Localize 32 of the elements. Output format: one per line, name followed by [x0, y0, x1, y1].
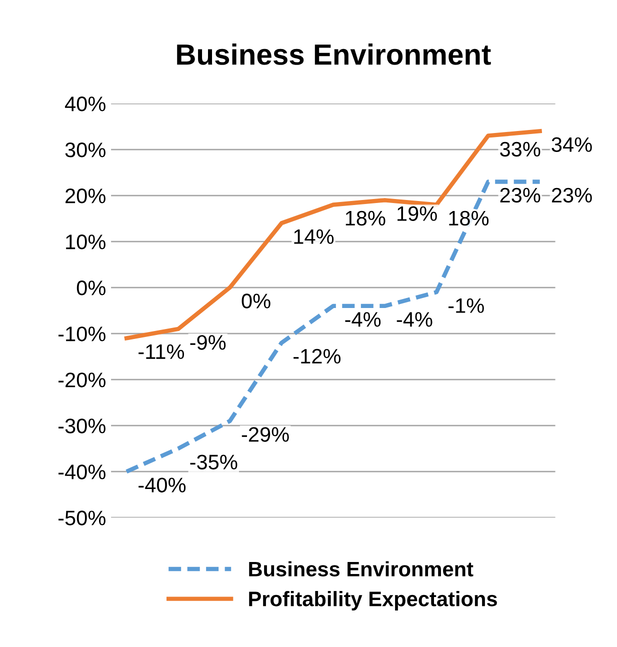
- data-label: -29%: [242, 427, 289, 442]
- data-label: 18%: [346, 210, 386, 226]
- y-tick-label: -40%: [58, 464, 106, 480]
- data-label: 23%: [552, 188, 592, 203]
- data-label: 34%: [552, 137, 592, 152]
- data-label: -35%: [190, 454, 238, 470]
- data-label: -12%: [294, 348, 341, 364]
- data-label: -4%: [345, 312, 381, 327]
- legend-label: Profitability Expectations: [249, 591, 497, 610]
- data-label: -11%: [138, 344, 184, 359]
- y-tick-label: 30%: [65, 142, 106, 158]
- y-tick-label: 20%: [66, 188, 106, 204]
- data-label: -4%: [396, 312, 432, 327]
- legend-label: Business Environment: [249, 561, 474, 576]
- data-label: 14%: [294, 229, 334, 244]
- y-tick-label: 0%: [76, 280, 106, 296]
- y-tick-label: -50%: [58, 510, 106, 526]
- data-label: -1%: [448, 298, 484, 313]
- data-label: 0%: [242, 294, 270, 308]
- y-tick-label: 40%: [64, 96, 106, 112]
- y-tick-label: -20%: [58, 372, 106, 388]
- data-label: 33%: [500, 142, 540, 157]
- data-label: 18%: [449, 210, 489, 226]
- y-tick-label: 10%: [66, 234, 106, 250]
- data-label: 23%: [500, 188, 540, 203]
- chart-title: Business Environment: [177, 43, 491, 65]
- data-label: 19%: [398, 206, 437, 221]
- data-label: -9%: [190, 335, 226, 350]
- data-label: -40%: [138, 478, 186, 492]
- y-tick-label: -30%: [58, 418, 106, 434]
- y-tick-label: -10%: [58, 326, 106, 342]
- line-series: [124, 180, 542, 474]
